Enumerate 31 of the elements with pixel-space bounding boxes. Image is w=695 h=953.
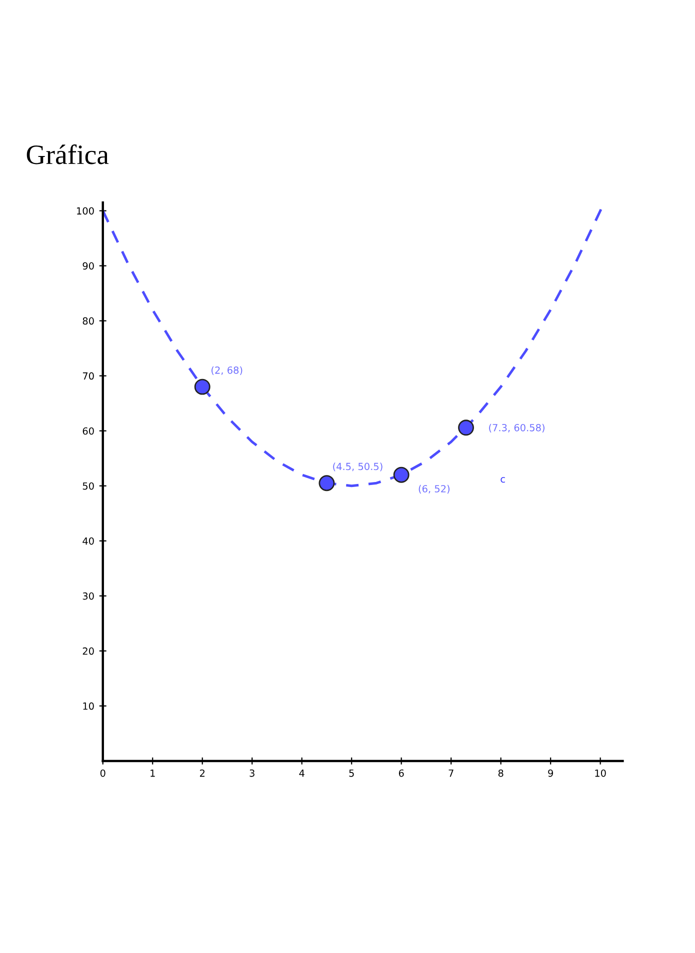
y-tick-label: 80	[82, 317, 94, 325]
y-tick-label: 20	[82, 647, 94, 655]
y-tick-label: 90	[82, 262, 94, 270]
y-tick-label: 70	[82, 372, 94, 380]
data-label: (2, 68)	[212, 366, 242, 375]
annotation: c	[500, 477, 505, 483]
y-tick-label: 100	[77, 207, 94, 215]
y-tick-label: 30	[82, 592, 94, 600]
data-label: (7.3, 60.58)	[489, 424, 544, 432]
x-tick-label: 4	[299, 770, 304, 777]
x-tick-label: 8	[498, 769, 504, 777]
x-tick-label: 10	[595, 769, 606, 777]
data-label: (6, 52)	[418, 484, 450, 494]
y-tick-label: 50	[82, 482, 94, 490]
x-tick-label: 7	[448, 770, 454, 777]
point	[194, 378, 210, 395]
point	[393, 466, 410, 483]
y-tick-label: 60	[82, 427, 94, 435]
x-tick-label: 3	[250, 769, 254, 777]
point	[458, 420, 474, 436]
y-tick-label: 40	[82, 537, 94, 545]
x-tick-label: 9	[548, 769, 553, 777]
x-tick-label: 0	[100, 769, 106, 777]
point	[318, 475, 335, 492]
data-label: (4.5, 50.5)	[333, 462, 382, 472]
x-tick-label: 1	[150, 770, 155, 777]
y-tick-label: 10	[83, 702, 94, 710]
x-tick-label: 5	[349, 770, 354, 777]
chart-title: Gráfica	[26, 144, 109, 164]
x-tick-label: 2	[200, 769, 204, 777]
x-tick-label: 6	[398, 769, 404, 777]
